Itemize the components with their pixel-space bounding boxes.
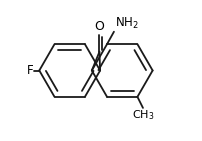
Text: F: F — [26, 64, 33, 77]
Text: CH$_3$: CH$_3$ — [131, 109, 154, 122]
Text: O: O — [94, 20, 104, 33]
Text: NH$_2$: NH$_2$ — [114, 16, 138, 31]
